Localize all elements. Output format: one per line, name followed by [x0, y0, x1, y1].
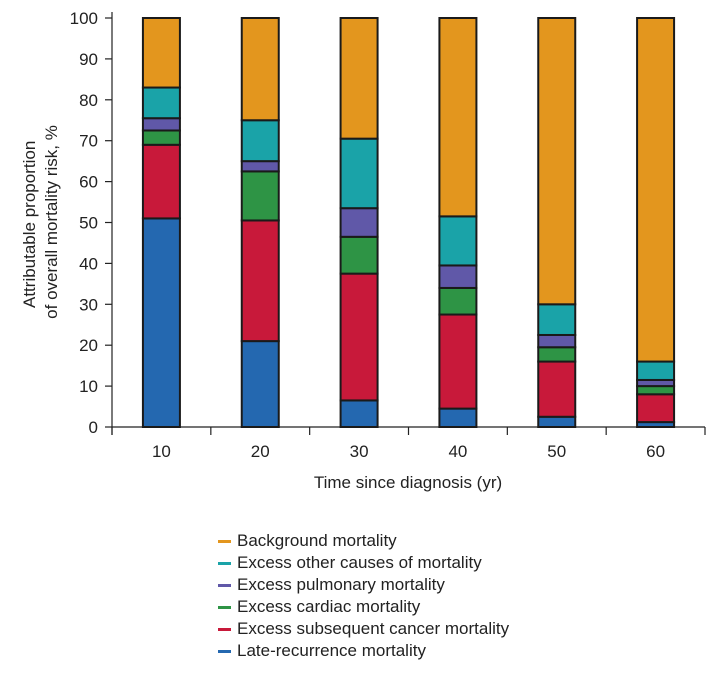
- bar-segment-excess-other-causes-of-mortality: [141, 86, 181, 120]
- bar-segment-excess-cardiac-mortality: [141, 129, 181, 146]
- x-tick-label: 40: [448, 442, 467, 461]
- y-axis-title: Attributable proportion of overall morta…: [20, 125, 61, 319]
- legend-swatch: [218, 539, 231, 543]
- y-tick-label: 100: [70, 9, 98, 28]
- x-tick-label: 20: [251, 442, 270, 461]
- bar-segment-excess-other-causes-of-mortality: [339, 137, 379, 210]
- legend-swatch: [218, 583, 231, 587]
- bar-segment-excess-subsequent-cancer-mortality: [339, 272, 379, 402]
- bar-segment-late-recurrence-mortality: [339, 399, 379, 429]
- bar-segment-background-mortality: [141, 17, 181, 89]
- y-tick-label: 40: [79, 254, 98, 273]
- bar-segment-excess-pulmonary-mortality: [141, 117, 181, 132]
- y-axis-title-line-2: of overall mortality risk, %: [42, 125, 61, 319]
- bar-segment-excess-other-causes-of-mortality: [438, 215, 478, 267]
- x-axis: 10 20 30 40 50 60: [111, 426, 706, 461]
- y-tick-label: 10: [79, 377, 98, 396]
- legend-item: Excess subsequent cancer mortality: [218, 618, 509, 640]
- bar-segment-late-recurrence-mortality: [537, 415, 577, 428]
- bar-segment-background-mortality: [240, 17, 280, 122]
- legend-swatch: [218, 627, 231, 631]
- bar-segment-excess-cardiac-mortality: [240, 170, 280, 222]
- bar-segment-excess-pulmonary-mortality: [240, 160, 280, 173]
- bar-segment-late-recurrence-mortality: [240, 340, 280, 428]
- bar-segment-excess-cardiac-mortality: [438, 286, 478, 316]
- bar-segment-excess-subsequent-cancer-mortality: [438, 313, 478, 410]
- legend-item: Excess pulmonary mortality: [218, 574, 509, 596]
- legend-label: Late-recurrence mortality: [237, 641, 426, 660]
- y-tick-label: 0: [89, 418, 98, 437]
- y-tick-label: 50: [79, 214, 98, 233]
- legend-item: Background mortality: [218, 530, 509, 552]
- stacked-bar-chart: 0 10 20 30 40 50 60 70 80 90 100 10 20 30 40 50 60 Time…: [20, 9, 706, 492]
- y-tick-label: 80: [79, 91, 98, 110]
- bar-segment-excess-subsequent-cancer-mortality: [636, 393, 676, 424]
- bar-segment-excess-pulmonary-mortality: [438, 264, 478, 289]
- bar-segment-excess-other-causes-of-mortality: [636, 360, 676, 381]
- x-tick-label: 50: [547, 442, 566, 461]
- x-axis-title: Time since diagnosis (yr): [314, 473, 502, 492]
- legend-label: Background mortality: [237, 531, 397, 550]
- legend-swatch: [218, 561, 231, 565]
- bar-segment-background-mortality: [636, 17, 676, 363]
- legend-label: Excess subsequent cancer mortality: [237, 619, 510, 638]
- bar-segment-excess-pulmonary-mortality: [537, 333, 577, 349]
- legend: Background mortality Excess other causes …: [218, 530, 509, 662]
- bar-segment-background-mortality: [438, 17, 478, 218]
- bar-segment-excess-cardiac-mortality: [636, 385, 676, 396]
- bar-segment-excess-subsequent-cancer-mortality: [537, 360, 577, 418]
- y-tick-label: 20: [79, 336, 98, 355]
- y-axis: 0 10 20 30 40 50 60 70 80 90 100: [70, 9, 113, 437]
- y-axis-title-line-1: Attributable proportion: [20, 141, 39, 308]
- y-tick-label: 90: [79, 50, 98, 69]
- bar-segment-excess-subsequent-cancer-mortality: [141, 143, 181, 220]
- x-tick-label: 10: [152, 442, 171, 461]
- bar-segment-excess-other-causes-of-mortality: [537, 303, 577, 336]
- x-tick-label: 30: [350, 442, 369, 461]
- y-tick-label: 70: [79, 132, 98, 151]
- legend-item: Late-recurrence mortality: [218, 640, 509, 662]
- legend-label: Excess other causes of mortality: [237, 553, 482, 572]
- bar-segment-late-recurrence-mortality: [141, 217, 181, 428]
- bar-segment-excess-other-causes-of-mortality: [240, 119, 280, 163]
- legend-label: Excess pulmonary mortality: [237, 575, 445, 594]
- legend-item: Excess cardiac mortality: [218, 596, 509, 618]
- bar-segment-excess-cardiac-mortality: [339, 235, 379, 275]
- legend-swatch: [218, 605, 231, 609]
- y-tick-label: 30: [79, 295, 98, 314]
- bar-segment-excess-cardiac-mortality: [537, 346, 577, 363]
- legend-item: Excess other causes of mortality: [218, 552, 509, 574]
- y-tick-label: 60: [79, 173, 98, 192]
- bar-segment-background-mortality: [537, 17, 577, 306]
- bar-segment-excess-subsequent-cancer-mortality: [240, 219, 280, 343]
- legend-label: Excess cardiac mortality: [237, 597, 421, 616]
- bar-segment-late-recurrence-mortality: [438, 407, 478, 429]
- legend-swatch: [218, 649, 231, 653]
- bar-segment-background-mortality: [339, 17, 379, 140]
- x-tick-label: 60: [646, 442, 665, 461]
- bars: [141, 17, 676, 429]
- bar-segment-excess-pulmonary-mortality: [339, 207, 379, 238]
